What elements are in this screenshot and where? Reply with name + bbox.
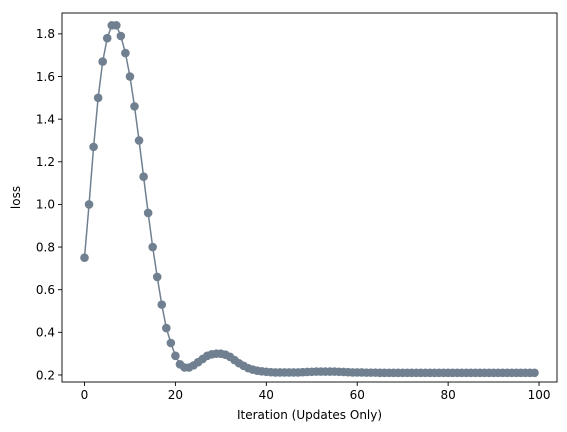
loss-point: [157, 300, 167, 309]
loss-point: [98, 57, 107, 66]
y-tick-label: 1.8: [36, 27, 55, 41]
y-tick-label: 0.4: [36, 326, 55, 340]
y-axis-label: loss: [9, 186, 23, 209]
loss-point: [102, 33, 112, 43]
plot-frame: [61, 12, 558, 383]
y-tick-label: 1.6: [36, 70, 55, 84]
loss-point: [148, 242, 157, 252]
loss-point: [89, 142, 98, 152]
loss-point: [130, 102, 139, 111]
loss-point: [121, 48, 130, 58]
loss-point: [112, 21, 121, 30]
plot-area: [62, 13, 557, 382]
loss-point: [166, 338, 176, 348]
y-tick-label: 1.4: [36, 112, 55, 126]
loss-point: [152, 272, 162, 282]
loss-point: [162, 323, 171, 333]
y-tick-label: 0.6: [36, 283, 55, 297]
y-tick-label: 0.2: [36, 368, 55, 382]
x-tick-label: 0: [81, 388, 89, 402]
loss-point: [80, 253, 89, 263]
x-axis-label: Iteration (Updates Only): [237, 408, 382, 422]
x-tick-label: 40: [259, 388, 274, 402]
loss-point: [125, 72, 135, 81]
loss-point: [530, 368, 539, 378]
x-tick-label: 100: [528, 388, 551, 402]
loss-point: [116, 31, 126, 41]
loss-point: [93, 93, 103, 103]
y-tick-label: 1.0: [36, 198, 55, 212]
loss-series: [80, 21, 539, 378]
loss-point: [139, 172, 148, 182]
x-tick-label: 80: [440, 388, 455, 402]
loss-point: [84, 200, 94, 209]
x-tick-label: 60: [350, 388, 365, 402]
loss-point: [143, 208, 153, 218]
y-axis-ticks: 0.2 0.4 0.6 0.8 1.0 1.2 1.4 1.6 1.8: [36, 27, 62, 382]
x-tick-label: 20: [168, 388, 183, 402]
y-tick-label: 1.2: [36, 155, 55, 169]
y-tick-label: 0.8: [36, 240, 55, 254]
x-axis-ticks: 0 20 40 60 80 100: [81, 382, 551, 402]
loss-point: [171, 351, 180, 361]
loss-point: [134, 136, 144, 145]
